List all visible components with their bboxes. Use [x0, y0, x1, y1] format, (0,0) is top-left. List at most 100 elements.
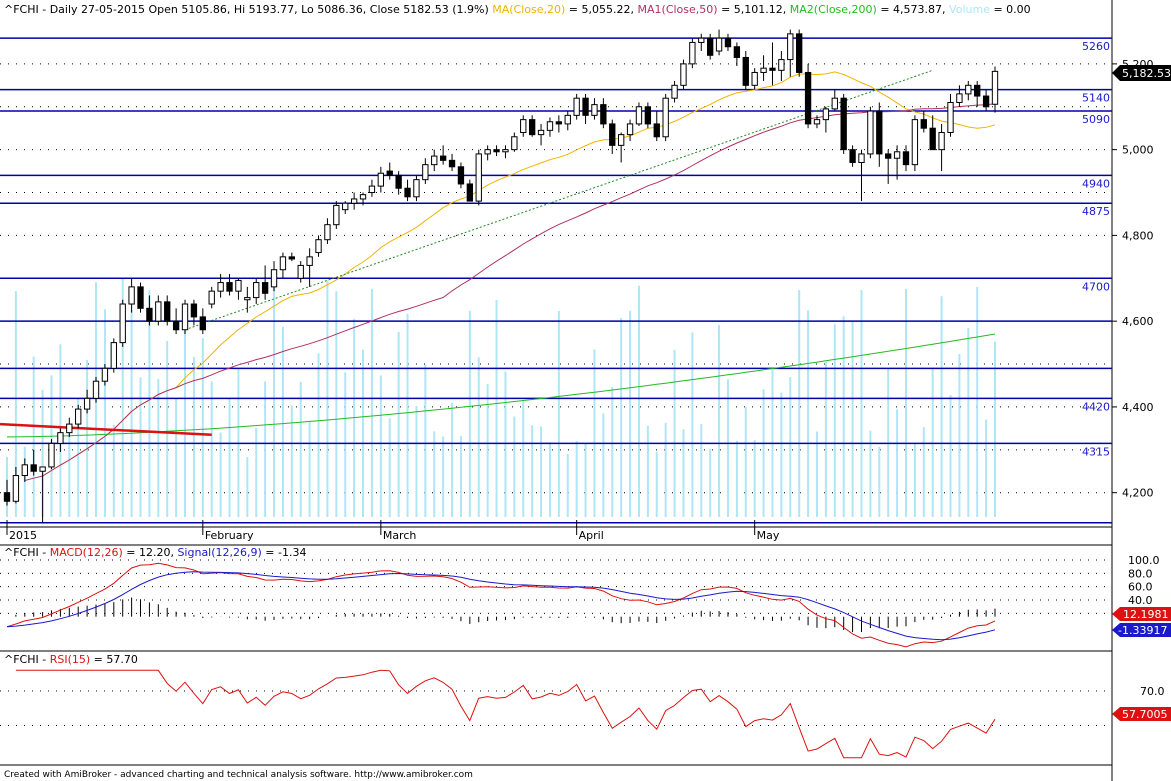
candle-body-up: [867, 110, 874, 155]
candle-body-up: [297, 264, 304, 279]
volume-bar: [184, 320, 187, 517]
volume-bar: [317, 353, 320, 517]
candle-body-up: [787, 33, 794, 61]
rsi-axis-ticks: 70.0: [1140, 685, 1165, 698]
candle: [484, 145, 491, 161]
candle: [350, 192, 358, 210]
candle: [769, 42, 776, 86]
volume-bar: [486, 384, 489, 517]
candle: [324, 218, 331, 244]
volume-bar: [112, 424, 115, 517]
candle-body-down: [804, 71, 812, 125]
rsi-legend-label: RSI(15): [50, 653, 90, 666]
candle: [787, 29, 794, 77]
candle-body-down: [288, 256, 295, 260]
legend-ma50: MA1(Close,50): [638, 3, 718, 16]
candle: [395, 171, 402, 195]
volume-bar: [139, 377, 142, 517]
macd-legend-value: = 12.20,: [123, 546, 178, 559]
rsi-panel: 70.0 ^FCHI - RSI(15) = 57.70 57.7005: [0, 653, 1171, 766]
volume-bar: [388, 418, 391, 517]
candle: [751, 68, 758, 90]
level-label: 5140: [1082, 92, 1110, 105]
candle-body-up: [253, 282, 260, 299]
candle-body-down: [555, 121, 563, 125]
candle-body-down: [439, 155, 447, 161]
signal-badge: -1.33917: [1112, 623, 1171, 637]
candle-body-down: [386, 170, 393, 176]
volume-bar: [201, 338, 204, 517]
price-tick-label: 4,800: [1122, 229, 1154, 242]
price-tick-label: 4,600: [1122, 315, 1154, 328]
candle-body-up: [128, 286, 135, 305]
date-label: April: [579, 529, 604, 542]
candle: [680, 59, 687, 90]
candle: [448, 153, 456, 172]
candle-body-up: [413, 179, 420, 198]
candle: [920, 111, 927, 133]
volume-bar: [264, 381, 267, 517]
volume-bar: [940, 296, 943, 517]
volume-bar: [976, 286, 979, 517]
volume-bar: [815, 431, 818, 517]
last-price-badge: 5,182.53: [1112, 65, 1171, 81]
candle-body-up: [57, 432, 64, 444]
level-label: 5090: [1082, 113, 1110, 126]
rsi-symbol: ^FCHI -: [4, 653, 50, 666]
candle: [155, 295, 162, 326]
candle: [929, 115, 936, 151]
volume-bar: [335, 291, 338, 517]
volume-bar: [522, 401, 525, 517]
candle-body-up: [101, 367, 109, 382]
candle-body-down: [199, 316, 206, 331]
candle-body-up: [858, 153, 865, 164]
volume-bar: [967, 327, 970, 517]
candle: [439, 145, 447, 165]
candle: [30, 449, 37, 476]
candle: [600, 98, 607, 129]
candle: [591, 98, 598, 120]
volume-bar: [344, 372, 347, 517]
candle: [377, 166, 385, 193]
candle-body-down: [137, 286, 144, 309]
volume-bar: [931, 367, 934, 517]
candle: [199, 308, 206, 335]
volume-bar: [994, 341, 996, 517]
candle-body-up: [671, 84, 678, 99]
candle: [760, 55, 767, 82]
candle-body-down: [733, 46, 741, 58]
candle-body-up: [715, 37, 723, 52]
volume-bar: [77, 397, 80, 517]
candle-body-up: [947, 101, 954, 133]
volume-bar: [691, 332, 694, 517]
candle: [546, 117, 554, 137]
volume-bar: [646, 425, 649, 517]
signal-legend-value: = -1.34: [262, 546, 307, 559]
candle: [876, 102, 883, 167]
volume-bar: [237, 367, 240, 517]
candle: [564, 111, 571, 131]
macd-tick-label: 40.0: [1128, 594, 1153, 607]
candle-body-up: [92, 380, 100, 399]
candle: [609, 119, 616, 154]
candle-body-up: [431, 155, 438, 166]
rsi-legend-value: = 57.70: [90, 653, 138, 666]
candle: [911, 115, 919, 172]
trendlines: [0, 69, 933, 437]
candle-body-up: [813, 119, 821, 125]
candle-body-down: [920, 119, 927, 129]
candle: [83, 389, 91, 414]
candle: [537, 123, 545, 146]
candle-body-down: [457, 166, 465, 185]
header-symbol: ^FCHI - Daily 27-05-2015 Open 5105.86, H…: [4, 3, 489, 16]
price-tick-label: 4,200: [1122, 487, 1154, 500]
candle: [528, 115, 536, 137]
candle: [226, 274, 233, 296]
legend-ma20-value: = 5,055.22,: [565, 3, 634, 16]
signal-badge-label: -1.33917: [1118, 624, 1167, 637]
candle-body-up: [564, 114, 571, 125]
candle-body-up: [546, 121, 554, 131]
price-tick-label: 4,400: [1122, 401, 1154, 414]
